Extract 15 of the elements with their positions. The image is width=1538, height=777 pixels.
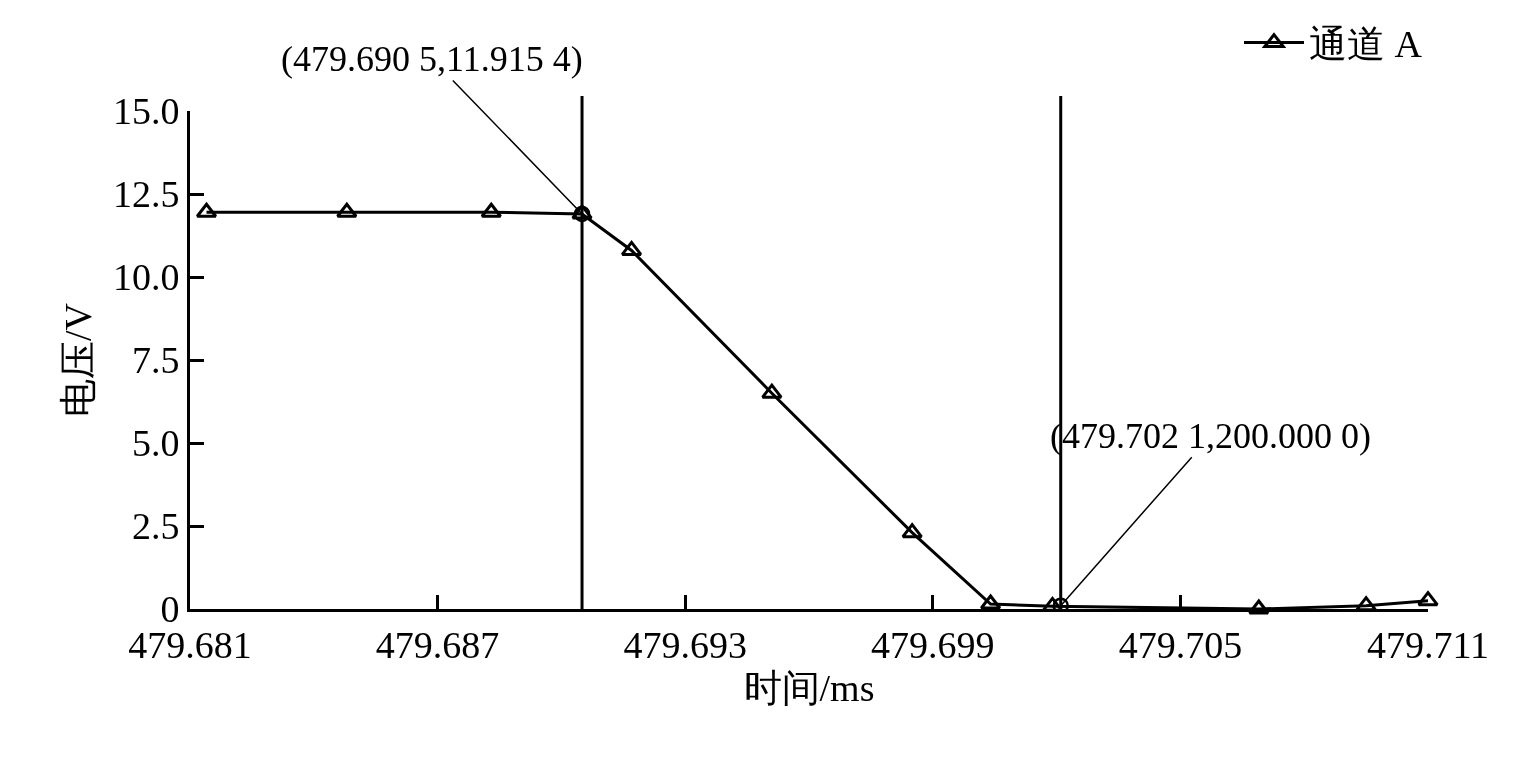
y-tick-label: 15.0 bbox=[112, 90, 180, 133]
y-tick-label: 10.0 bbox=[112, 256, 180, 299]
annotation: (479.690 5,11.915 4) bbox=[281, 39, 583, 79]
legend-label: 通道 A bbox=[1309, 23, 1423, 66]
x-tick-label: 479.711 bbox=[1366, 623, 1490, 666]
y-tick-label: 12.5 bbox=[112, 173, 180, 216]
y-tick-label: 5.0 bbox=[131, 422, 180, 465]
x-tick-label: 479.699 bbox=[871, 623, 995, 666]
x-tick-label: 479.705 bbox=[1118, 623, 1243, 666]
y-tick-label: 7.5 bbox=[131, 339, 180, 382]
y-tick-label: 2.5 bbox=[131, 505, 180, 548]
y-axis-title: 电压/V bbox=[57, 302, 100, 417]
x-axis-title: 时间/ms bbox=[743, 666, 875, 709]
x-tick-label: 479.693 bbox=[623, 623, 747, 666]
x-tick-label: 479.687 bbox=[375, 623, 500, 666]
